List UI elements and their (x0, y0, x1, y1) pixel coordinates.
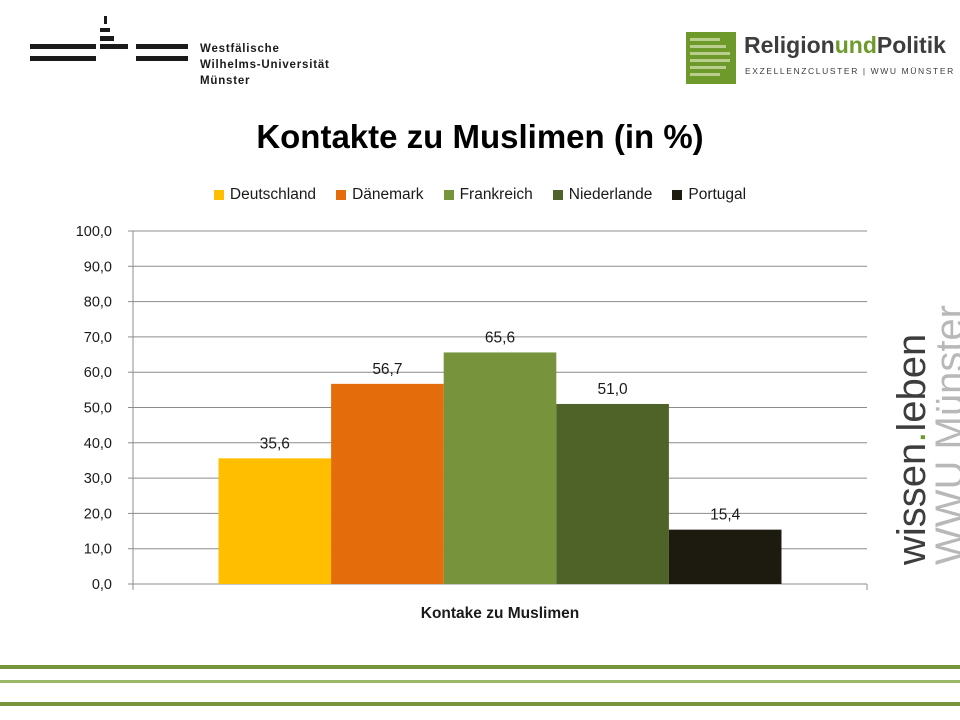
bar-niederlande (556, 403, 669, 584)
legend-swatch-deutschland (213, 190, 224, 200)
footer-line-2 (0, 680, 960, 683)
university-name: Westfälische Wilhelms-Universität Münste… (200, 41, 330, 89)
y-tick-label: 70,0 (84, 330, 112, 346)
rp-emblem-icon (686, 32, 736, 84)
legend-item-deutschland: Deutschland (213, 186, 317, 204)
religion-und-politik-logo: ReligionundPolitik EXZELLENZCLUSTER | WW… (686, 30, 953, 86)
y-tick-label: 20,0 (84, 506, 112, 522)
x-axis-label: Kontake zu Muslimen (421, 605, 579, 622)
footer-line-3 (0, 702, 960, 706)
y-tick-label: 0,0 (92, 577, 112, 593)
legend-swatch-portugal (672, 190, 683, 200)
footer-line-1 (0, 665, 960, 669)
y-tick-label: 80,0 (84, 295, 112, 311)
data-label-frankreich: 65,6 (485, 329, 515, 346)
legend-label-daenemark: Dänemark (352, 186, 424, 203)
y-tick-label: 100,0 (76, 224, 112, 240)
university-logo: Westfälische Wilhelms-Universität Münste… (28, 14, 358, 94)
legend-item-niederlande: Niederlande (552, 186, 653, 204)
bar-portugal (668, 529, 782, 584)
logo-bar-right (136, 44, 188, 49)
y-tick-label: 10,0 (84, 542, 112, 558)
university-line-3: Münster (200, 75, 251, 87)
legend-label-frankreich: Frankreich (459, 186, 533, 203)
side-brand-line-2: WWU Münster (928, 305, 960, 565)
bar-frankreich (443, 352, 557, 584)
legend-swatch-daenemark (336, 190, 347, 200)
legend-item-portugal: Portugal (672, 186, 746, 204)
legend-swatch-frankreich (443, 190, 454, 200)
logo-bar-left-lower (30, 56, 96, 61)
rp-title: ReligionundPolitik (744, 32, 946, 58)
legend-label-deutschland: Deutschland (229, 186, 317, 203)
y-tick-label: 60,0 (84, 365, 112, 381)
bar-deutschland (218, 458, 332, 584)
y-tick-label: 50,0 (84, 401, 112, 417)
data-label-deutschland: 35,6 (260, 435, 290, 452)
logo-bar-right-lower (136, 56, 188, 61)
logo-mark-low (100, 36, 114, 41)
legend-swatch-niederlande (552, 190, 563, 200)
data-label-dänemark: 56,7 (372, 361, 402, 378)
logo-bar-center (100, 44, 128, 49)
rp-subtitle: EXZELLENZCLUSTER | WWU MÜNSTER (745, 66, 955, 76)
side-brand-line-1: wissen.leben (890, 333, 934, 565)
university-line-1: Westfälische (200, 43, 280, 55)
y-tick-label: 30,0 (84, 471, 112, 487)
y-tick-label: 40,0 (84, 436, 112, 452)
university-line-2: Wilhelms-Universität (200, 59, 330, 71)
legend-item-frankreich: Frankreich (443, 186, 533, 204)
logo-mark-top (104, 16, 107, 24)
bar-dänemark (331, 383, 444, 584)
chart-legend: Deutschland Dänemark Frankreich Niederla… (0, 186, 960, 204)
y-tick-label: 90,0 (84, 259, 112, 275)
legend-item-daenemark: Dänemark (336, 186, 424, 204)
data-label-portugal: 15,4 (710, 507, 741, 524)
side-brand: wissen.leben WWU Münster (890, 305, 960, 565)
data-label-niederlande: 51,0 (598, 381, 629, 398)
legend-label-niederlande: Niederlande (568, 186, 653, 203)
legend-label-portugal: Portugal (688, 186, 747, 203)
logo-mark-mid (100, 28, 110, 32)
logo-bar-left (30, 44, 96, 49)
chart-title: Kontakte zu Muslimen (in %) (256, 118, 704, 155)
